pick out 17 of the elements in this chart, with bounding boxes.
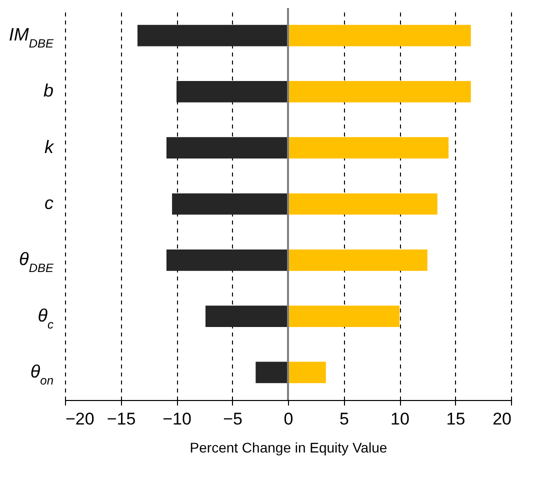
x-tick-label: 10: [390, 410, 410, 428]
y-tick-label: θ$_{c}$: [38, 305, 54, 332]
y-tick-label: IM$_{DBE}$: [8, 24, 54, 51]
y-tick-label: θ$_{DBE}$: [19, 249, 54, 276]
x-tick-label: 20: [492, 410, 512, 428]
x-tick-label: −20: [66, 410, 94, 428]
x-tick-label: −15: [106, 410, 136, 428]
x-axis-title: Percent Change in Equity Value: [190, 440, 388, 456]
x-tick-label: −5: [223, 410, 242, 428]
x-tick-label: 0: [284, 410, 294, 428]
y-tick-label: b: [43, 80, 54, 101]
x-tick-label: 5: [340, 410, 349, 428]
y-tick-label: c: [44, 193, 54, 213]
x-tick-label: 15: [446, 410, 466, 428]
y-tick-label: k: [44, 136, 54, 157]
x-tick-label: −10: [162, 410, 192, 428]
y-tick-label: θ$_{on}$: [30, 361, 54, 388]
